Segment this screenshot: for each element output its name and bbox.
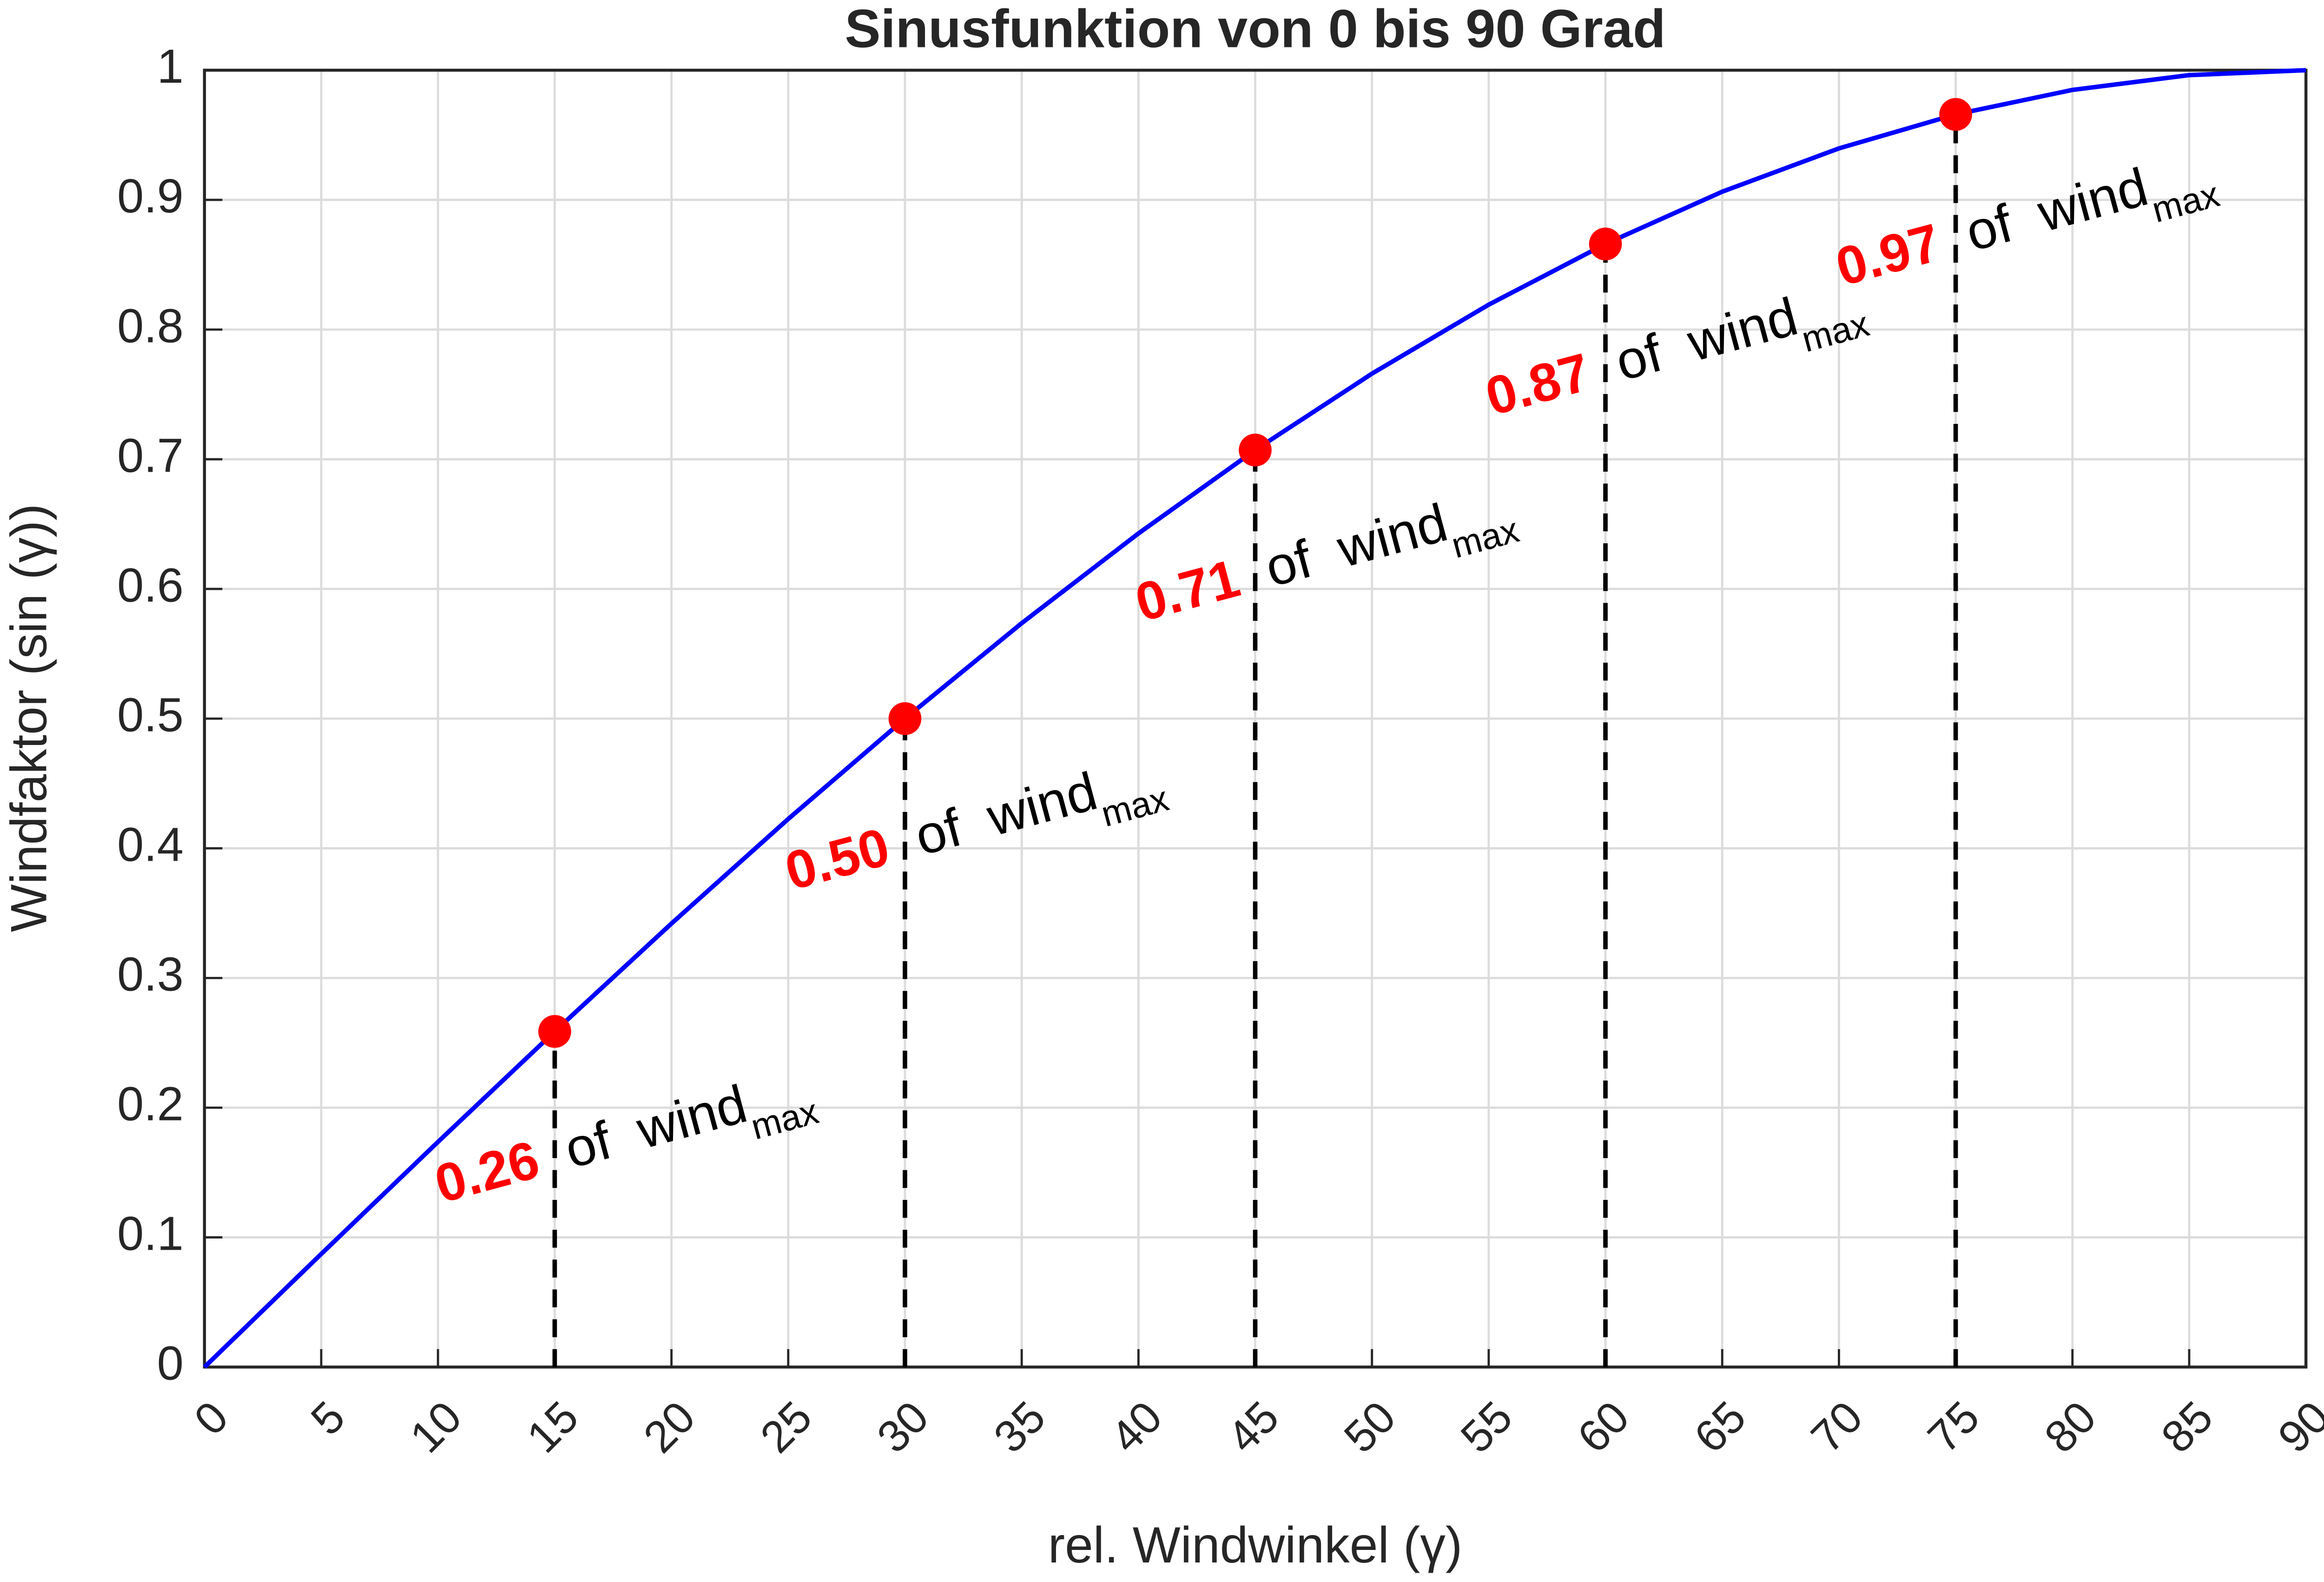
- x-tick-label: 55: [1452, 1392, 1522, 1462]
- value-label: 0.87: [1479, 342, 1596, 427]
- y-tick-label: 0.2: [117, 1077, 184, 1131]
- annotation-text: of wind: [909, 761, 1103, 867]
- chart-title: Sinusfunktion von 0 bis 90 Grad: [845, 0, 1665, 59]
- x-tick-label: 85: [2152, 1392, 2222, 1462]
- annotation: 0.97 of windmax: [1830, 139, 2224, 313]
- annotation-subscript: max: [747, 1091, 823, 1147]
- x-tick-label: 70: [1802, 1392, 1872, 1462]
- value-label: 0.50: [779, 817, 896, 902]
- x-tick-label: 20: [634, 1392, 705, 1462]
- x-tick-label: 90: [2269, 1392, 2324, 1462]
- marker: [888, 702, 922, 735]
- x-tick-label: 45: [1218, 1392, 1288, 1462]
- annotation-text: of wind: [1259, 492, 1453, 598]
- y-tick-label: 0.5: [117, 688, 184, 741]
- y-axis-label: Windfaktor (sin (γ)): [0, 504, 57, 932]
- marker: [1589, 227, 1622, 261]
- annotation: 0.50 of windmax: [779, 743, 1173, 917]
- annotation-subscript: max: [2148, 174, 2224, 231]
- marker: [1239, 434, 1272, 467]
- y-tick-label: 0.6: [117, 558, 184, 612]
- annotation: 0.87 of windmax: [1479, 269, 1873, 442]
- annotation: 0.71 of windmax: [1129, 475, 1523, 649]
- x-tick-label: 75: [1919, 1392, 1989, 1462]
- annotation-text: of wind: [1960, 157, 2154, 263]
- x-tick-label: 60: [1568, 1392, 1638, 1462]
- x-tick-label: 25: [751, 1392, 821, 1462]
- value-label: 0.97: [1830, 212, 1947, 297]
- x-tick-label: 50: [1335, 1392, 1405, 1462]
- annotation-text: of wind: [1609, 286, 1803, 392]
- y-tick-label: 0.1: [117, 1207, 184, 1260]
- x-tick-label: 5: [302, 1392, 355, 1445]
- annotation-subscript: max: [1097, 778, 1173, 835]
- y-tick-label: 1: [157, 40, 184, 93]
- value-label: 0.26: [429, 1129, 545, 1214]
- x-tick-label: 80: [2035, 1392, 2106, 1462]
- annotation-subscript: max: [1447, 510, 1523, 566]
- x-axis-label: rel. Windwinkel (γ): [1048, 1517, 1463, 1574]
- x-tick-label: 35: [984, 1392, 1055, 1462]
- x-tick-label: 65: [1685, 1392, 1755, 1462]
- annotation: 0.26 of windmax: [429, 1056, 822, 1230]
- y-tick-label: 0: [157, 1337, 184, 1390]
- x-tick-label: 40: [1101, 1392, 1171, 1462]
- value-label: 0.71: [1129, 548, 1246, 633]
- x-tick-label: 15: [517, 1392, 588, 1462]
- y-tick-label: 0.9: [117, 169, 184, 223]
- y-tick-label: 0.8: [117, 299, 184, 352]
- y-tick-label: 0.7: [117, 428, 184, 482]
- x-tick-label: 0: [185, 1392, 238, 1445]
- x-tick-label: 30: [868, 1392, 938, 1462]
- y-tick-label: 0.4: [117, 817, 184, 871]
- y-tick-label: 0.3: [117, 947, 184, 1001]
- annotation-subscript: max: [1797, 304, 1873, 360]
- marker: [538, 1015, 571, 1048]
- x-tick-label: 10: [401, 1392, 471, 1462]
- marker: [1939, 98, 1972, 131]
- annotation-text: of wind: [559, 1074, 753, 1180]
